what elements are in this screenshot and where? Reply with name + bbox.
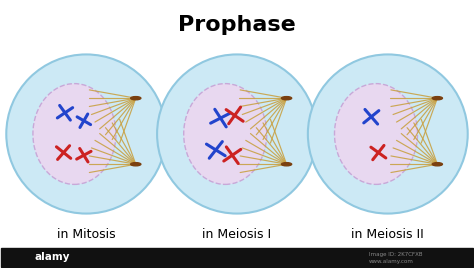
Text: in Meiosis I: in Meiosis I xyxy=(202,228,272,241)
Ellipse shape xyxy=(335,84,418,184)
Ellipse shape xyxy=(282,96,292,100)
Text: www.alamy.com: www.alamy.com xyxy=(369,259,414,264)
Text: Image ID: 2K7CFXB: Image ID: 2K7CFXB xyxy=(369,252,422,257)
Ellipse shape xyxy=(131,96,141,100)
Text: alamy: alamy xyxy=(35,252,70,262)
Ellipse shape xyxy=(6,54,166,214)
Ellipse shape xyxy=(432,96,442,100)
Ellipse shape xyxy=(308,54,468,214)
Ellipse shape xyxy=(131,163,141,166)
Ellipse shape xyxy=(184,84,267,184)
Ellipse shape xyxy=(432,163,442,166)
Bar xyxy=(1,248,473,267)
Text: Prophase: Prophase xyxy=(178,15,296,35)
Ellipse shape xyxy=(157,54,317,214)
Text: in Meiosis II: in Meiosis II xyxy=(351,228,424,241)
Ellipse shape xyxy=(282,163,292,166)
Ellipse shape xyxy=(33,84,116,184)
Text: in Mitosis: in Mitosis xyxy=(57,228,116,241)
